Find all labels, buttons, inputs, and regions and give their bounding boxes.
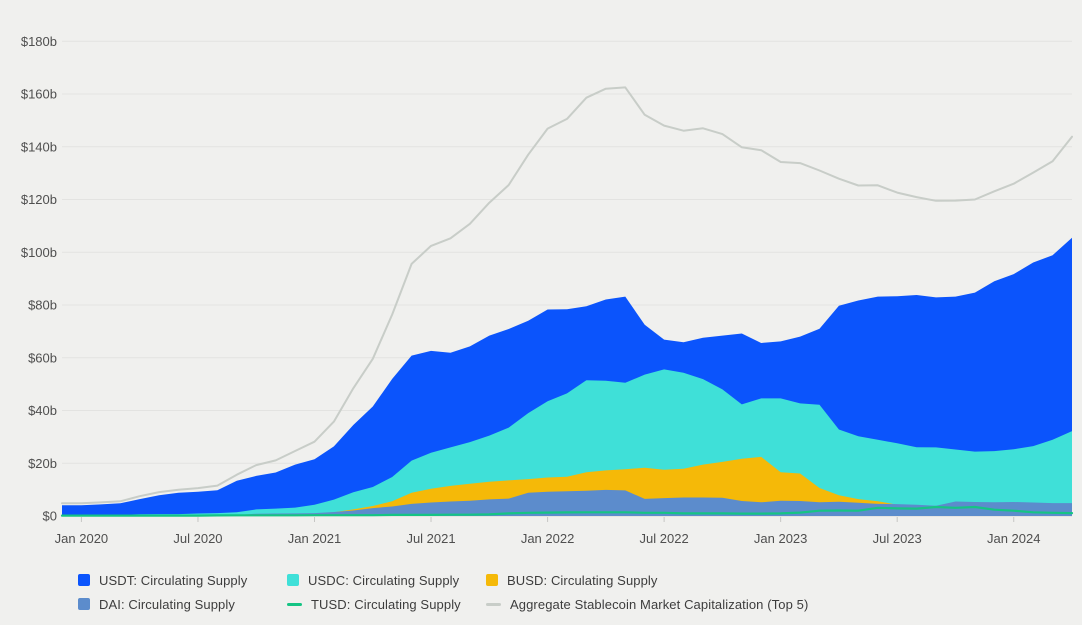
legend-label-aggregate: Aggregate Stablecoin Market Capitalizati… — [510, 596, 809, 612]
legend-item-aggregate[interactable]: Aggregate Stablecoin Market Capitalizati… — [486, 597, 808, 612]
chart-legend: USDT: Circulating Supply USDC: Circulatin… — [78, 568, 808, 616]
y-axis-label-160: $160b — [21, 87, 57, 102]
y-axis-label-20: $20b — [28, 456, 57, 471]
legend-label-usdc: USDC: Circulating Supply — [308, 572, 460, 588]
legend-item-tusd[interactable]: TUSD: Circulating Supply — [287, 597, 486, 612]
y-axis-label-120: $120b — [21, 192, 57, 207]
x-axis-label-2022-07: Jul 2022 — [640, 531, 689, 546]
y-axis-label-60: $60b — [28, 350, 57, 365]
aggregate-legend-dash-icon — [486, 602, 501, 606]
x-axis-label-2021-01: Jan 2021 — [288, 531, 342, 546]
y-axis-label-140: $140b — [21, 139, 57, 154]
x-axis-label-2023-01: Jan 2023 — [754, 531, 808, 546]
series-area-dai — [62, 489, 1072, 516]
legend-item-usdc[interactable]: USDC: Circulating Supply — [287, 573, 486, 588]
x-axis-label-2020-07: Jul 2020 — [173, 531, 222, 546]
legend-item-busd[interactable]: BUSD: Circulating Supply — [486, 573, 808, 588]
y-axis-label-40: $40b — [28, 403, 57, 418]
series-area-busd — [62, 456, 1072, 516]
x-axis-label-2024-01: Jan 2024 — [987, 531, 1041, 546]
legend-label-usdt: USDT: Circulating Supply — [99, 572, 248, 588]
tusd-legend-dash-icon — [287, 602, 302, 606]
y-axis-label-100: $100b — [21, 245, 57, 260]
legend-label-busd: BUSD: Circulating Supply — [507, 572, 658, 588]
legend-item-usdt[interactable]: USDT: Circulating Supply — [78, 573, 287, 588]
legend-item-dai[interactable]: DAI: Circulating Supply — [78, 597, 287, 612]
busd-legend-swatch-icon — [486, 574, 498, 586]
series-line-aggregate — [61, 86, 1073, 505]
x-axis-label-2022-01: Jan 2022 — [521, 531, 575, 546]
x-axis-label-2020-01: Jan 2020 — [55, 531, 109, 546]
series-line-tusd — [60, 505, 1074, 517]
usdt-legend-swatch-icon — [78, 574, 90, 586]
legend-label-dai: DAI: Circulating Supply — [99, 596, 235, 612]
x-axis-label-2023-07: Jul 2023 — [873, 531, 922, 546]
x-axis-label-2021-07: Jul 2021 — [406, 531, 455, 546]
legend-label-tusd: TUSD: Circulating Supply — [311, 596, 461, 612]
series-area-usdc — [62, 369, 1072, 516]
usdc-legend-swatch-icon — [287, 574, 299, 586]
y-axis-label-0: $0 — [43, 509, 57, 524]
dai-legend-swatch-icon — [78, 598, 90, 610]
y-axis-label-180: $180b — [21, 34, 57, 49]
y-axis-label-80: $80b — [28, 298, 57, 313]
